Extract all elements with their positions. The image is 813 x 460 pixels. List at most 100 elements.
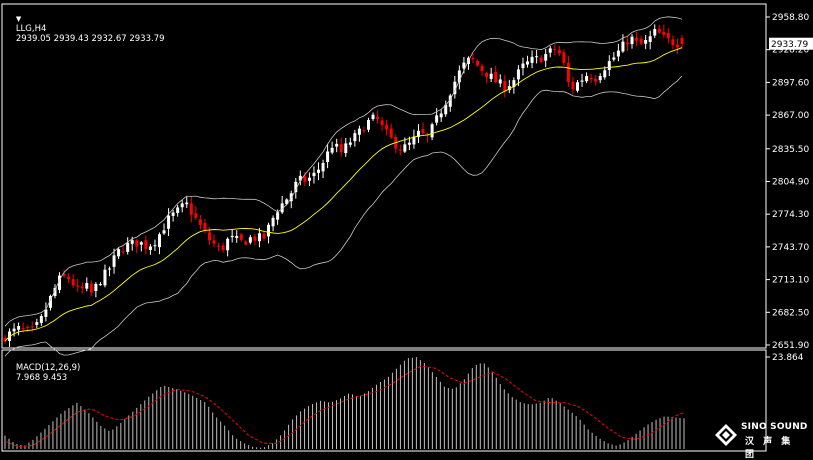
candle-body xyxy=(539,57,543,62)
candle-body xyxy=(548,48,552,53)
candle-body xyxy=(12,328,16,332)
candle-body xyxy=(566,62,570,83)
candle-body xyxy=(644,40,648,44)
candle-body xyxy=(180,203,184,208)
candle-body xyxy=(348,142,352,145)
candle-body xyxy=(430,124,434,138)
candle-body xyxy=(230,235,234,238)
candle-body xyxy=(71,279,75,286)
candle-body xyxy=(471,58,475,60)
candle-body xyxy=(535,56,539,58)
candle-body xyxy=(376,116,380,119)
candle-body xyxy=(403,144,407,152)
candle-body xyxy=(94,283,98,292)
candle-body xyxy=(126,242,130,252)
candle-body xyxy=(580,80,584,82)
candle-body xyxy=(217,245,221,247)
candle-body xyxy=(226,238,230,251)
candle-body xyxy=(117,249,121,257)
candle-body xyxy=(503,80,507,92)
macd-signal-line xyxy=(4,365,685,448)
candle-body xyxy=(594,78,598,82)
candle-body xyxy=(453,81,457,95)
y-tick-label: 2682.50 xyxy=(772,308,809,318)
candle-body xyxy=(276,212,280,220)
candle-body xyxy=(212,240,216,244)
candle-body xyxy=(653,29,657,36)
logo-name: SINO SOUND xyxy=(741,422,808,432)
candle-body xyxy=(198,219,202,225)
macd-header: MACD(12,26,9) 7.968 9.453 xyxy=(5,353,81,393)
candle-body xyxy=(176,207,180,213)
candle-body xyxy=(26,326,30,328)
macd-histogram xyxy=(4,357,685,449)
y-tick-label: 2867.00 xyxy=(772,111,809,121)
price-pane-frame xyxy=(1,3,767,349)
current-price-marker xyxy=(769,37,813,50)
candle-body xyxy=(530,56,534,63)
candle-body xyxy=(335,143,339,147)
brand-logo: SINO SOUND 汉 声 集 团 xyxy=(714,421,810,460)
candle-body xyxy=(557,50,561,54)
candle-body xyxy=(44,309,48,317)
y-tick-label: 2835.50 xyxy=(772,145,809,155)
macd-values: 7.968 9.453 xyxy=(15,373,68,383)
current-price-label: 2933.79 xyxy=(771,40,808,50)
candle-body xyxy=(108,268,112,270)
candle-body xyxy=(48,296,52,308)
candle-body xyxy=(171,212,175,216)
candle-body xyxy=(598,76,602,81)
macd-pane-frame xyxy=(1,349,767,452)
candle-body xyxy=(457,70,461,83)
candle-body xyxy=(244,241,248,245)
candle-body xyxy=(39,315,43,323)
candle-body xyxy=(235,236,239,238)
candle-body xyxy=(271,217,275,227)
candle-body xyxy=(575,82,579,91)
y-tick-label: 2743.70 xyxy=(772,243,809,253)
candle-body xyxy=(257,233,261,242)
candle-body xyxy=(53,287,57,296)
candle-body xyxy=(317,169,321,173)
candle-body xyxy=(148,246,152,251)
candle-body xyxy=(366,119,370,130)
candle-body xyxy=(439,113,443,118)
candle-body xyxy=(371,114,375,120)
candle-body xyxy=(389,128,393,138)
candle-body xyxy=(135,240,139,247)
candle-body xyxy=(362,130,366,132)
candle-body xyxy=(412,136,416,145)
candle-body xyxy=(248,237,252,243)
y-tick-label: 2651.90 xyxy=(772,341,809,351)
candle-body xyxy=(612,57,616,60)
candle-body xyxy=(571,81,575,90)
moving-average-line xyxy=(4,47,683,342)
candle-body xyxy=(185,202,189,205)
candle-body xyxy=(494,71,498,83)
candle-body xyxy=(89,283,93,293)
candle-body xyxy=(162,230,166,234)
candle-body xyxy=(625,42,629,45)
logo-subtitle: 汉 声 集 团 xyxy=(745,437,794,460)
triangle-down-icon[interactable]: ▼ xyxy=(15,15,22,23)
candle-body xyxy=(671,39,675,46)
candle-body xyxy=(544,54,548,61)
candle-body xyxy=(662,31,666,35)
candle-body xyxy=(480,65,484,71)
candle-body xyxy=(267,224,271,237)
candle-body xyxy=(353,133,357,142)
candle-body xyxy=(562,52,566,63)
candle-body xyxy=(239,234,243,240)
candle-body xyxy=(189,203,193,215)
candle-body xyxy=(294,181,298,193)
candle-body xyxy=(435,115,439,123)
candle-body xyxy=(280,203,284,213)
y-tick-label: 2713.10 xyxy=(772,276,809,286)
candle-body xyxy=(589,77,593,80)
candle-body xyxy=(357,128,361,135)
candle-body xyxy=(307,177,311,181)
macd-y-tick-label: 23.864 xyxy=(772,353,804,363)
candle-body xyxy=(253,236,257,241)
